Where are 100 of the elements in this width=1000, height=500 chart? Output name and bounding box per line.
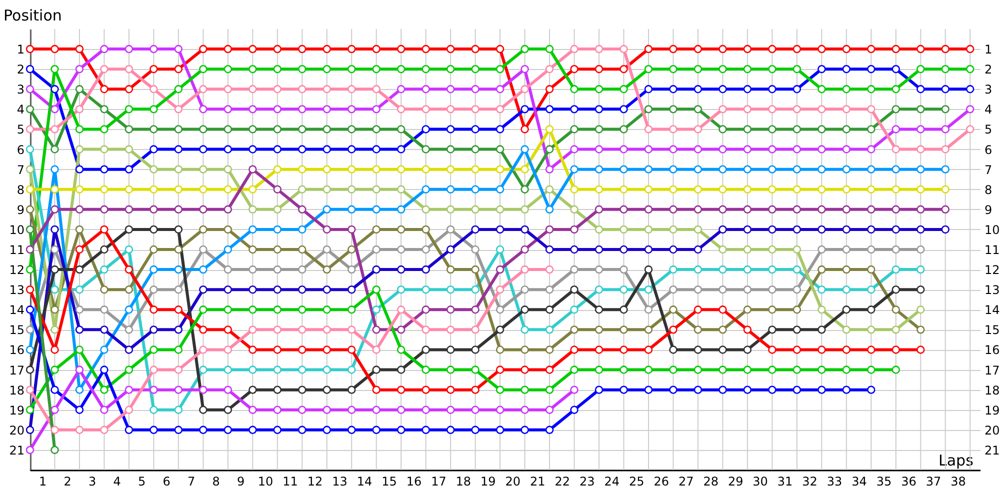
point: [669, 145, 678, 154]
x-tick-label: 26: [654, 474, 669, 488]
point: [842, 85, 851, 94]
point: [348, 185, 356, 194]
x-tick-label: 14: [356, 474, 372, 488]
point: [396, 225, 406, 234]
point: [322, 185, 331, 194]
point: [694, 366, 702, 374]
point: [100, 366, 108, 374]
point: [75, 125, 84, 134]
point: [348, 285, 356, 294]
point: [916, 326, 925, 334]
point: [520, 426, 529, 434]
point: [322, 346, 331, 354]
x-tick-label: 33: [826, 474, 842, 488]
point: [496, 245, 504, 254]
point: [718, 386, 727, 394]
point: [150, 265, 158, 274]
point: [26, 145, 34, 154]
point: [842, 185, 851, 194]
point: [620, 326, 628, 334]
y2-tick-label: 5: [984, 122, 992, 137]
point: [694, 245, 702, 254]
point: [594, 225, 604, 234]
point: [718, 64, 727, 74]
point: [100, 145, 108, 154]
point: [718, 366, 727, 374]
point: [298, 426, 306, 434]
y2-tick-label: 3: [984, 82, 992, 97]
point: [50, 306, 59, 314]
point: [520, 145, 529, 154]
point: [892, 265, 900, 274]
point: [248, 64, 257, 74]
point: [422, 205, 430, 214]
point: [669, 185, 678, 194]
point: [273, 346, 282, 354]
point: [768, 386, 776, 394]
x-tick-label: 21: [530, 474, 546, 488]
point: [396, 366, 406, 374]
point: [372, 64, 380, 74]
point: [718, 185, 727, 194]
point: [174, 366, 183, 374]
x-tick-label: 13: [332, 474, 348, 488]
x-tick-label: 5: [138, 474, 146, 488]
point: [570, 125, 578, 134]
point: [150, 366, 158, 374]
point: [916, 285, 925, 294]
point: [792, 265, 802, 274]
point: [298, 326, 306, 334]
point: [792, 165, 802, 174]
point: [50, 125, 59, 134]
point: [396, 406, 406, 414]
point: [916, 125, 925, 134]
point: [916, 225, 925, 234]
point: [520, 125, 529, 134]
point: [594, 125, 604, 134]
point: [620, 165, 628, 174]
point: [644, 245, 653, 254]
point: [718, 306, 727, 314]
point: [892, 346, 900, 354]
point: [892, 44, 900, 54]
point: [570, 406, 578, 414]
point: [372, 426, 380, 434]
point: [100, 285, 108, 294]
point: [842, 285, 851, 294]
point: [50, 64, 59, 74]
point: [224, 326, 232, 334]
point: [669, 265, 678, 274]
point: [75, 366, 84, 374]
point: [916, 205, 925, 214]
point: [644, 64, 653, 74]
y-tick-label: 7: [16, 162, 24, 177]
point: [792, 205, 802, 214]
x-tick-label: 36: [901, 474, 916, 488]
point: [422, 326, 430, 334]
point: [348, 145, 356, 154]
point: [916, 105, 925, 114]
point: [124, 406, 134, 414]
point: [174, 346, 183, 354]
point: [298, 205, 306, 214]
point: [348, 105, 356, 114]
point: [199, 346, 208, 354]
point: [248, 225, 257, 234]
point: [818, 366, 826, 374]
y2-tick-label: 12: [984, 263, 1000, 278]
y-tick-label: 4: [16, 102, 24, 117]
point: [570, 326, 578, 334]
point: [100, 245, 108, 254]
point: [372, 145, 380, 154]
point: [248, 125, 257, 134]
point: [50, 285, 59, 294]
point: [520, 185, 529, 194]
point: [594, 326, 604, 334]
point: [545, 85, 554, 94]
y-tick-label: 21: [9, 443, 24, 458]
point: [620, 185, 628, 194]
point: [520, 366, 529, 374]
point: [594, 145, 604, 154]
point: [768, 85, 776, 94]
point: [471, 105, 480, 114]
